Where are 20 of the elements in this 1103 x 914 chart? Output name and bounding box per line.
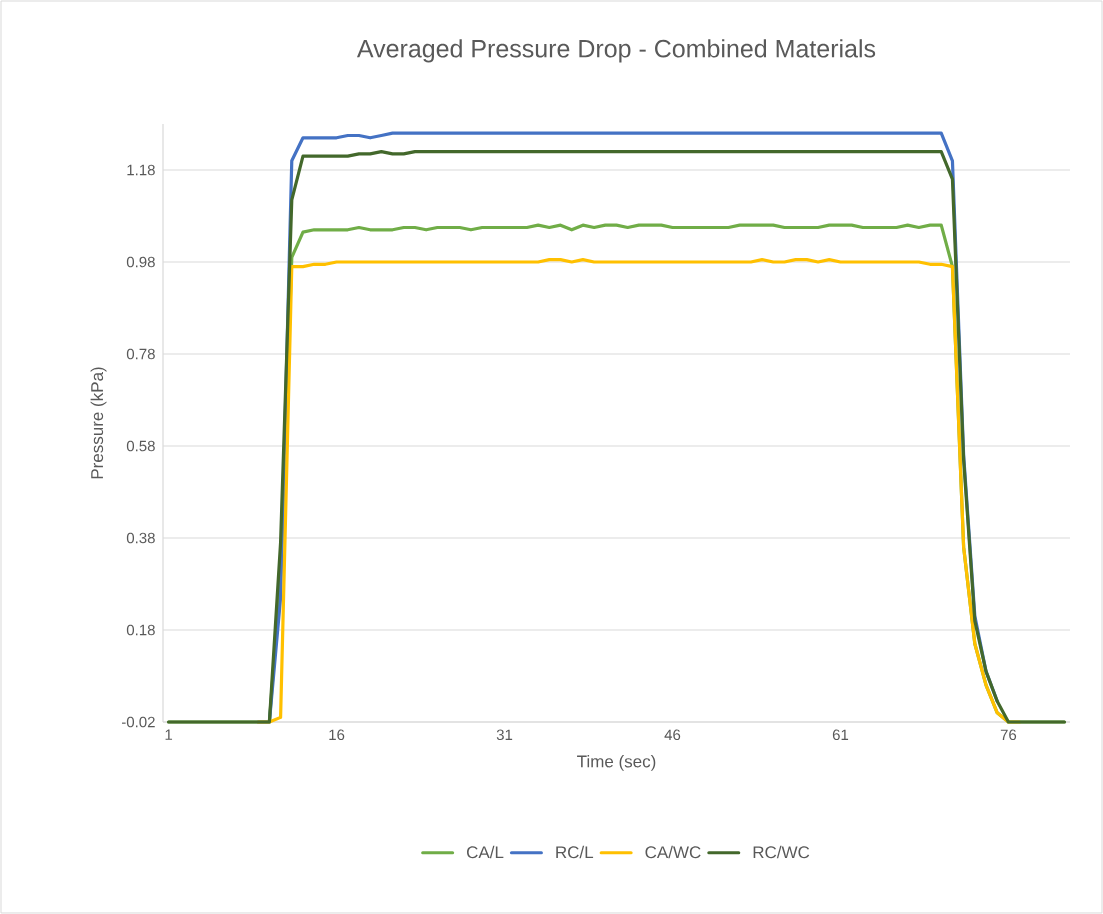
y-tick-label: 0.98: [126, 256, 155, 268]
x-tick-label: 31: [496, 729, 513, 741]
chart-title: Averaged Pressure Drop - Combined Materials: [356, 39, 876, 63]
legend-label: CA/L: [467, 845, 504, 859]
x-tick-label: 1: [165, 729, 173, 740]
legend-label: CA/WC: [645, 845, 701, 859]
y-tick-label: -0.02: [121, 716, 155, 728]
y-tick-label: 0.38: [126, 532, 155, 544]
y-tick-label: 0.18: [126, 624, 155, 636]
x-tick-label: 16: [329, 729, 345, 741]
y-axis-title: Pressure (kPa): [90, 367, 107, 479]
y-tick-label: 0.78: [126, 348, 155, 360]
x-tick-label: 76: [1000, 729, 1017, 741]
y-tick-label: 1.18: [127, 164, 155, 176]
x-tick-label: 46: [664, 729, 681, 741]
legend-label: RC/WC: [753, 845, 810, 859]
y-tick-label: 0.58: [126, 440, 155, 452]
x-tick-label: 61: [832, 729, 849, 741]
x-axis-title: Time (sec): [577, 754, 656, 771]
legend-label: RC/L: [556, 845, 594, 859]
